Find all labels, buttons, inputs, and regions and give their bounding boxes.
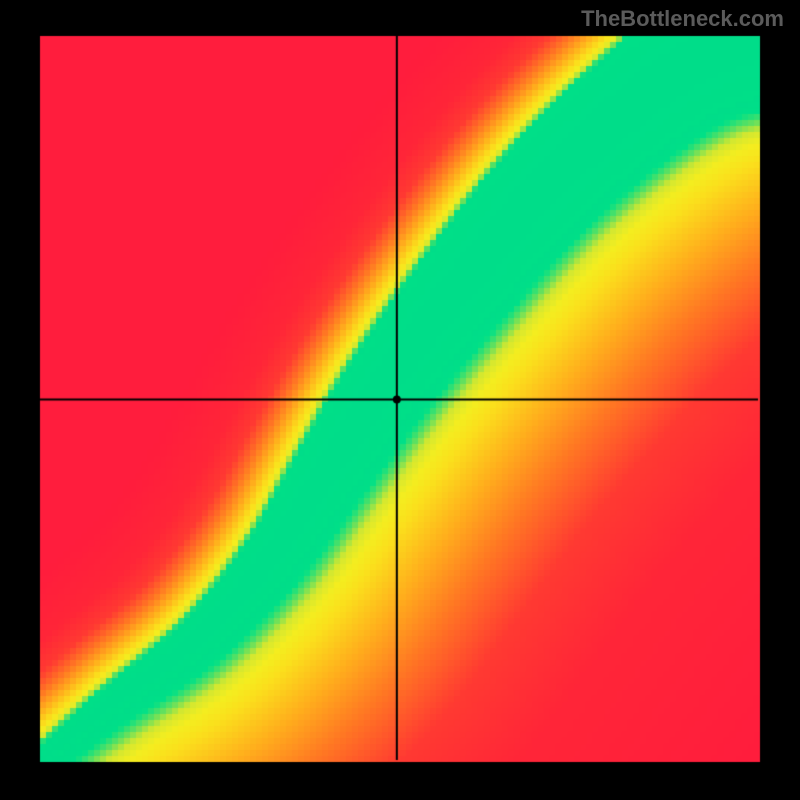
- chart-container: TheBottleneck.com: [0, 0, 800, 800]
- watermark-text: TheBottleneck.com: [581, 6, 784, 32]
- heatmap-canvas: [0, 0, 800, 800]
